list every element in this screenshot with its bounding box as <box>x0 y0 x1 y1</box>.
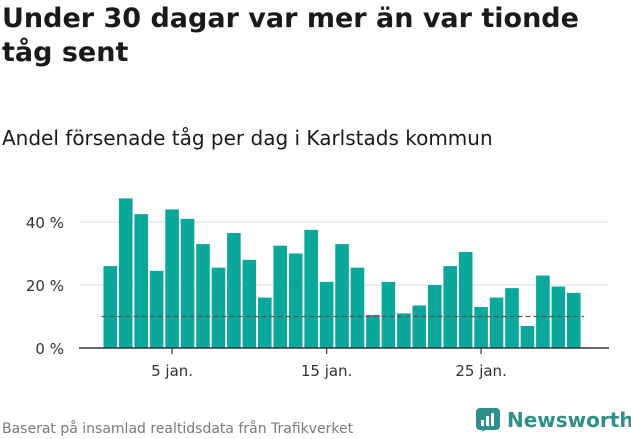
bar <box>273 245 288 349</box>
y-tick-label: 40 % <box>26 214 64 232</box>
chart-title: Under 30 dagar var mer än var tionde tåg… <box>2 3 579 68</box>
chart-subtitle: Andel försenade tåg per dag i Karlstads … <box>2 126 493 150</box>
bar <box>474 307 488 348</box>
bar <box>412 305 427 348</box>
x-tick-label: 5 jan. <box>151 362 193 380</box>
bar <box>211 267 226 348</box>
bar <box>443 266 457 348</box>
source-note: Baserat på insamlad realtidsdata från Tr… <box>2 421 354 437</box>
brand-logo: Newsworthy <box>475 407 631 433</box>
bar <box>520 325 535 348</box>
bar <box>149 270 164 348</box>
bar <box>567 292 581 349</box>
bar <box>505 288 519 348</box>
bar <box>381 281 396 348</box>
bar <box>319 281 334 348</box>
bar <box>180 218 195 348</box>
y-tick-label: 20 % <box>26 277 64 295</box>
newsworthy-logo-icon <box>476 408 500 432</box>
bar <box>536 275 550 348</box>
bar <box>489 297 504 348</box>
y-tick-label: 0 % <box>35 340 64 358</box>
bar <box>242 259 257 348</box>
bar <box>335 244 349 348</box>
bar <box>366 314 380 348</box>
bar <box>165 209 179 348</box>
bar <box>397 313 411 348</box>
bar <box>458 251 473 348</box>
bar <box>258 297 272 348</box>
bar <box>551 286 566 348</box>
bar <box>118 198 133 349</box>
bar <box>350 267 365 348</box>
bar <box>134 214 148 349</box>
x-tick-label: 25 jan. <box>455 362 507 380</box>
brand-name: Newsworthy <box>507 408 631 432</box>
bar <box>227 233 241 348</box>
bar <box>103 266 118 348</box>
bar <box>288 253 303 348</box>
bar <box>304 229 318 349</box>
axes: 0 % 20 % 40 % 5 jan. 15 jan. 25 jan. <box>26 214 609 380</box>
bars <box>103 198 581 349</box>
bar <box>427 285 442 348</box>
bar-chart: 0 % 20 % 40 % 5 jan. 15 jan. 25 jan. <box>26 198 609 380</box>
bar <box>196 244 210 348</box>
x-tick-label: 15 jan. <box>301 362 353 380</box>
